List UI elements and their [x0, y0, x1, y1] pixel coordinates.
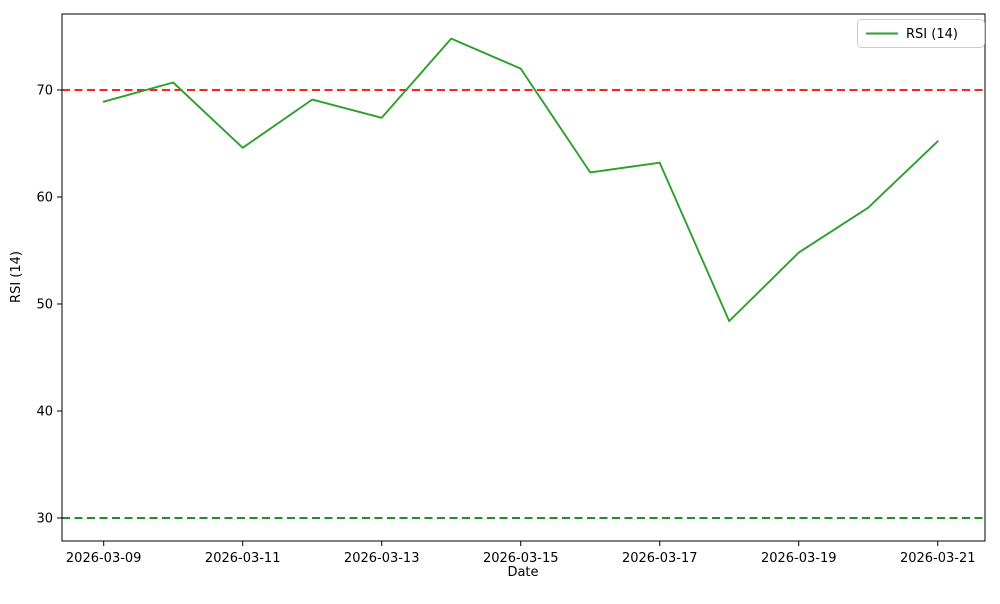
- legend-box: [857, 19, 985, 48]
- x-tick-label: 2026-03-17: [622, 551, 698, 566]
- x-axis-label: Date: [507, 565, 538, 580]
- x-tick-label: 2026-03-19: [761, 551, 837, 566]
- y-tick-label: 60: [36, 190, 53, 205]
- legend: RSI (14): [857, 19, 985, 48]
- legend-label: RSI (14): [906, 27, 958, 42]
- y-tick-label: 70: [36, 83, 53, 98]
- x-tick-label: 2026-03-21: [900, 551, 976, 566]
- y-axis-label: RSI (14): [9, 251, 24, 303]
- y-tick-label: 40: [36, 404, 53, 419]
- x-tick-label: 2026-03-13: [344, 551, 420, 566]
- x-tick-label: 2026-03-09: [66, 551, 142, 566]
- y-tick-label: 50: [36, 297, 53, 312]
- y-tick-label: 30: [36, 511, 53, 526]
- plot-frame: [61, 13, 986, 542]
- x-tick-label: 2026-03-11: [205, 551, 281, 566]
- x-tick-label: 2026-03-15: [483, 551, 559, 566]
- rsi-series-line: [102, 37, 939, 323]
